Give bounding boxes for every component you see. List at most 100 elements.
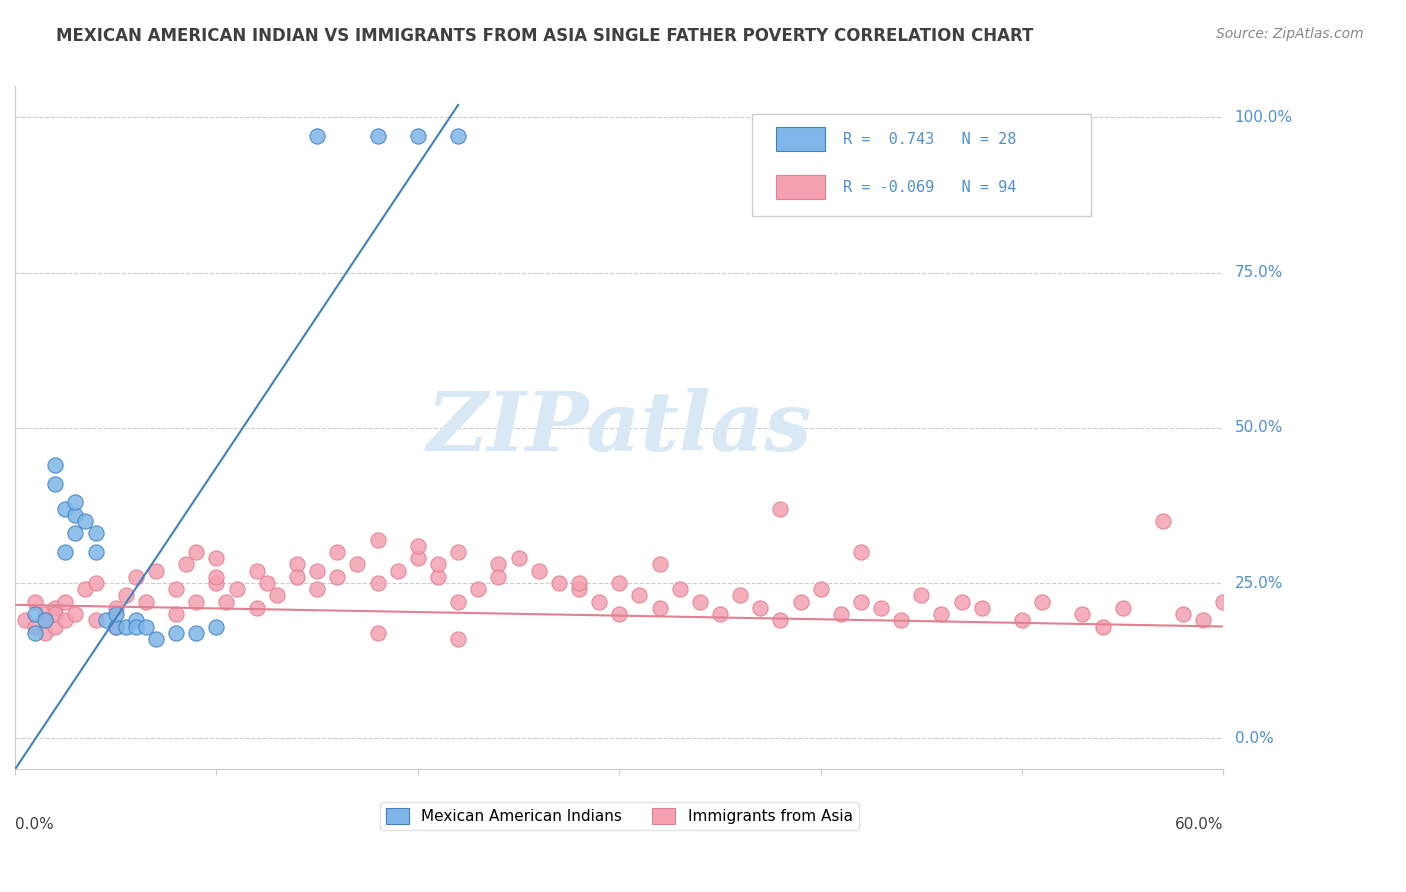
Point — [125, 613, 148, 627]
Point — [114, 589, 136, 603]
Point — [870, 600, 893, 615]
Point — [447, 595, 470, 609]
Point — [648, 558, 671, 572]
Point — [84, 545, 107, 559]
Point — [547, 576, 569, 591]
Point — [75, 582, 97, 597]
Point — [406, 539, 429, 553]
Text: 0.0%: 0.0% — [15, 817, 53, 832]
Point — [970, 600, 993, 615]
Point — [1091, 619, 1114, 633]
Point — [447, 632, 470, 646]
Point — [1152, 514, 1174, 528]
Text: 100.0%: 100.0% — [1234, 110, 1292, 125]
Point — [94, 613, 117, 627]
Text: ZIPatlas: ZIPatlas — [426, 388, 813, 467]
Point — [931, 607, 953, 621]
Point — [145, 632, 167, 646]
Point — [186, 595, 208, 609]
Point — [307, 564, 329, 578]
Point — [205, 619, 228, 633]
Point — [65, 526, 87, 541]
Point — [849, 595, 872, 609]
Point — [326, 570, 349, 584]
Point — [256, 576, 278, 591]
Point — [628, 589, 651, 603]
Point — [125, 619, 148, 633]
Point — [307, 582, 329, 597]
Point — [749, 600, 772, 615]
Point — [174, 558, 197, 572]
Point — [205, 551, 228, 566]
Point — [44, 458, 66, 472]
Point — [135, 619, 157, 633]
Point — [307, 128, 329, 143]
Point — [24, 607, 46, 621]
Point — [1071, 607, 1094, 621]
Point — [165, 625, 187, 640]
Text: 50.0%: 50.0% — [1234, 420, 1282, 435]
Point — [205, 570, 228, 584]
Point — [24, 625, 46, 640]
Point — [607, 607, 630, 621]
Point — [910, 589, 932, 603]
Point — [246, 600, 269, 615]
Point — [830, 607, 852, 621]
Point — [689, 595, 711, 609]
Point — [447, 128, 470, 143]
FancyBboxPatch shape — [752, 113, 1091, 216]
Point — [65, 607, 87, 621]
Point — [125, 570, 148, 584]
Point — [53, 545, 76, 559]
Point — [1173, 607, 1195, 621]
Point — [367, 576, 389, 591]
Point — [849, 545, 872, 559]
Point — [53, 613, 76, 627]
Point — [104, 600, 127, 615]
Point — [34, 613, 56, 627]
Point — [145, 564, 167, 578]
Point — [426, 558, 449, 572]
Point — [14, 613, 37, 627]
Point — [367, 128, 389, 143]
Point — [285, 570, 308, 584]
Point — [34, 625, 56, 640]
Point — [65, 495, 87, 509]
Point — [34, 613, 56, 627]
Point — [367, 625, 389, 640]
Point — [114, 619, 136, 633]
Text: 60.0%: 60.0% — [1175, 817, 1223, 832]
Point — [1112, 600, 1135, 615]
Point — [1212, 595, 1234, 609]
Point — [1031, 595, 1053, 609]
Point — [246, 564, 269, 578]
Text: MEXICAN AMERICAN INDIAN VS IMMIGRANTS FROM ASIA SINGLE FATHER POVERTY CORRELATIO: MEXICAN AMERICAN INDIAN VS IMMIGRANTS FR… — [56, 27, 1033, 45]
Point — [104, 607, 127, 621]
Point — [24, 619, 46, 633]
Point — [387, 564, 409, 578]
Point — [426, 570, 449, 584]
Point — [890, 613, 912, 627]
Point — [266, 589, 288, 603]
Text: Source: ZipAtlas.com: Source: ZipAtlas.com — [1216, 27, 1364, 41]
Point — [135, 595, 157, 609]
Point — [668, 582, 690, 597]
Point — [367, 533, 389, 547]
Point — [225, 582, 247, 597]
Point — [789, 595, 811, 609]
Point — [709, 607, 731, 621]
Point — [44, 619, 66, 633]
Point — [950, 595, 973, 609]
Point — [75, 514, 97, 528]
Text: 0.0%: 0.0% — [1234, 731, 1274, 746]
Text: 75.0%: 75.0% — [1234, 265, 1282, 280]
Point — [769, 613, 792, 627]
Point — [648, 600, 671, 615]
Point — [810, 582, 832, 597]
Point — [527, 564, 550, 578]
Point — [486, 570, 509, 584]
Point — [568, 576, 591, 591]
Point — [44, 600, 66, 615]
Point — [1192, 613, 1215, 627]
Legend: Mexican American Indians, Immigrants from Asia: Mexican American Indians, Immigrants fro… — [380, 802, 859, 830]
